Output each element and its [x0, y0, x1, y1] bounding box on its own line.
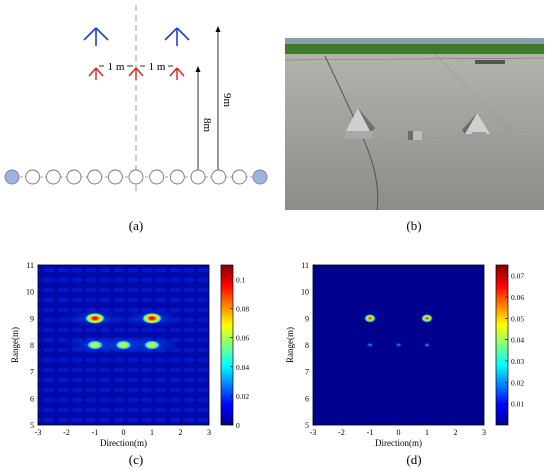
caption-a: (a)	[128, 218, 144, 233]
x-tick-label: 1	[425, 428, 429, 437]
x-axis-label: Direction(m)	[100, 438, 147, 448]
x-tick-label: -3	[310, 428, 317, 437]
target-peak	[364, 313, 376, 323]
array-element-end	[252, 169, 268, 185]
array-element	[169, 169, 185, 185]
target-peak	[394, 342, 403, 348]
y-tick-label: 8	[305, 341, 309, 350]
red-antenna-left	[88, 67, 104, 80]
colorbar-tick-label: 0.04	[511, 336, 524, 345]
array-elements	[4, 169, 268, 185]
scene-photo	[285, 38, 544, 210]
array-element	[107, 169, 123, 185]
colorbar-tick-label: 0.04	[236, 363, 249, 372]
x-tick-label: 3	[207, 428, 211, 437]
colorbar-tick-label: 0.08	[236, 305, 249, 314]
x-tick-label: -1	[92, 428, 99, 437]
y-tick-label: 10	[26, 288, 34, 297]
red-antenna-right	[169, 67, 185, 80]
colorbar-tick-label: 0.02	[236, 392, 249, 401]
blue-antenna-right	[164, 27, 190, 46]
array-element	[231, 169, 247, 185]
target-peak	[144, 340, 160, 350]
x-tick-label: 2	[454, 428, 458, 437]
array-element	[87, 169, 103, 185]
array-element	[190, 169, 206, 185]
caption-b: (b)	[406, 218, 422, 233]
red-antenna-center	[128, 67, 144, 80]
y-tick-label: 6	[305, 394, 309, 403]
colorbar-tick-label: 0.1	[236, 276, 246, 285]
y-tick-label: 7	[305, 368, 309, 377]
colorbar-tick-label: 0.03	[511, 357, 524, 366]
y-axis-label: Range(m)	[10, 327, 20, 363]
y-tick-label: 9	[30, 314, 34, 323]
x-tick-label: 1	[150, 428, 154, 437]
x-tick-label: 0	[122, 428, 126, 437]
reflector-left	[345, 108, 375, 139]
colorbar-tick-label: 0.06	[511, 293, 524, 302]
colorbar	[495, 264, 509, 426]
x-tick-label: -3	[35, 428, 42, 437]
y-tick-label: 11	[301, 261, 309, 270]
x-tick-label: 2	[179, 428, 183, 437]
colorbar-tick-label: 0.01	[511, 400, 524, 409]
array-element-end	[4, 169, 20, 185]
array-element	[45, 169, 61, 185]
blue-antenna-left	[83, 27, 109, 46]
array-element	[66, 169, 82, 185]
panel-a-diagram: 1 m 1 m 8m 9m	[4, 5, 268, 195]
array-element	[25, 169, 41, 185]
array-element	[211, 169, 227, 185]
x-axis-label: Direction(m)	[375, 438, 422, 448]
y-tick-label: 11	[26, 261, 34, 270]
x-tick-label: 3	[482, 428, 486, 437]
range-label-9m: 9m	[221, 93, 233, 108]
target-peak	[366, 342, 374, 348]
colorbar-tick-label: 0	[236, 421, 240, 430]
x-tick-label: -2	[338, 428, 345, 437]
x-tick-label: -1	[367, 428, 374, 437]
y-axis-label: Range(m)	[285, 327, 295, 363]
target-peak	[421, 313, 433, 323]
array-element	[149, 169, 165, 185]
y-tick-label: 8	[30, 341, 34, 350]
reflector-center	[408, 131, 422, 140]
caption-c: (c)	[128, 452, 144, 467]
spacing-label-left: 1 m	[108, 61, 125, 73]
colorbar	[220, 264, 234, 426]
colorbar-tick-label: 0.05	[511, 314, 524, 323]
y-tick-label: 7	[30, 368, 34, 377]
colorbar-tick-label: 0.06	[236, 334, 249, 343]
range-label-8m: 8m	[201, 118, 213, 133]
caption-d: (d)	[406, 452, 422, 467]
y-tick-label: 5	[305, 421, 309, 430]
target-peak	[87, 340, 103, 350]
colorbar-tick-label: 0.07	[511, 272, 524, 281]
heatmap-chart-c: -3 -2 -1 0 1 2 3 5 6 7 8 9 10 11 Direction(m) Range(m) 0…	[10, 261, 249, 448]
colorbar-tick-label: 0.02	[511, 378, 524, 387]
target-peak	[142, 312, 162, 324]
y-tick-label: 6	[30, 394, 34, 403]
y-tick-label: 5	[30, 421, 34, 430]
target-peak	[85, 312, 105, 324]
spacing-label-right: 1 m	[149, 61, 166, 73]
target-peak	[115, 340, 132, 350]
y-tick-label: 10	[301, 288, 309, 297]
heatmap-chart-d: -3 -2 -1 0 1 2 3 5 6 7 8 9 10 11 Direction(m) Range(m) 0…	[285, 261, 524, 448]
x-tick-label: 0	[397, 428, 401, 437]
x-tick-label: -2	[63, 428, 70, 437]
array-element	[128, 169, 144, 185]
y-tick-label: 9	[305, 314, 309, 323]
target-peak	[423, 342, 431, 348]
reflector-right	[462, 113, 490, 141]
